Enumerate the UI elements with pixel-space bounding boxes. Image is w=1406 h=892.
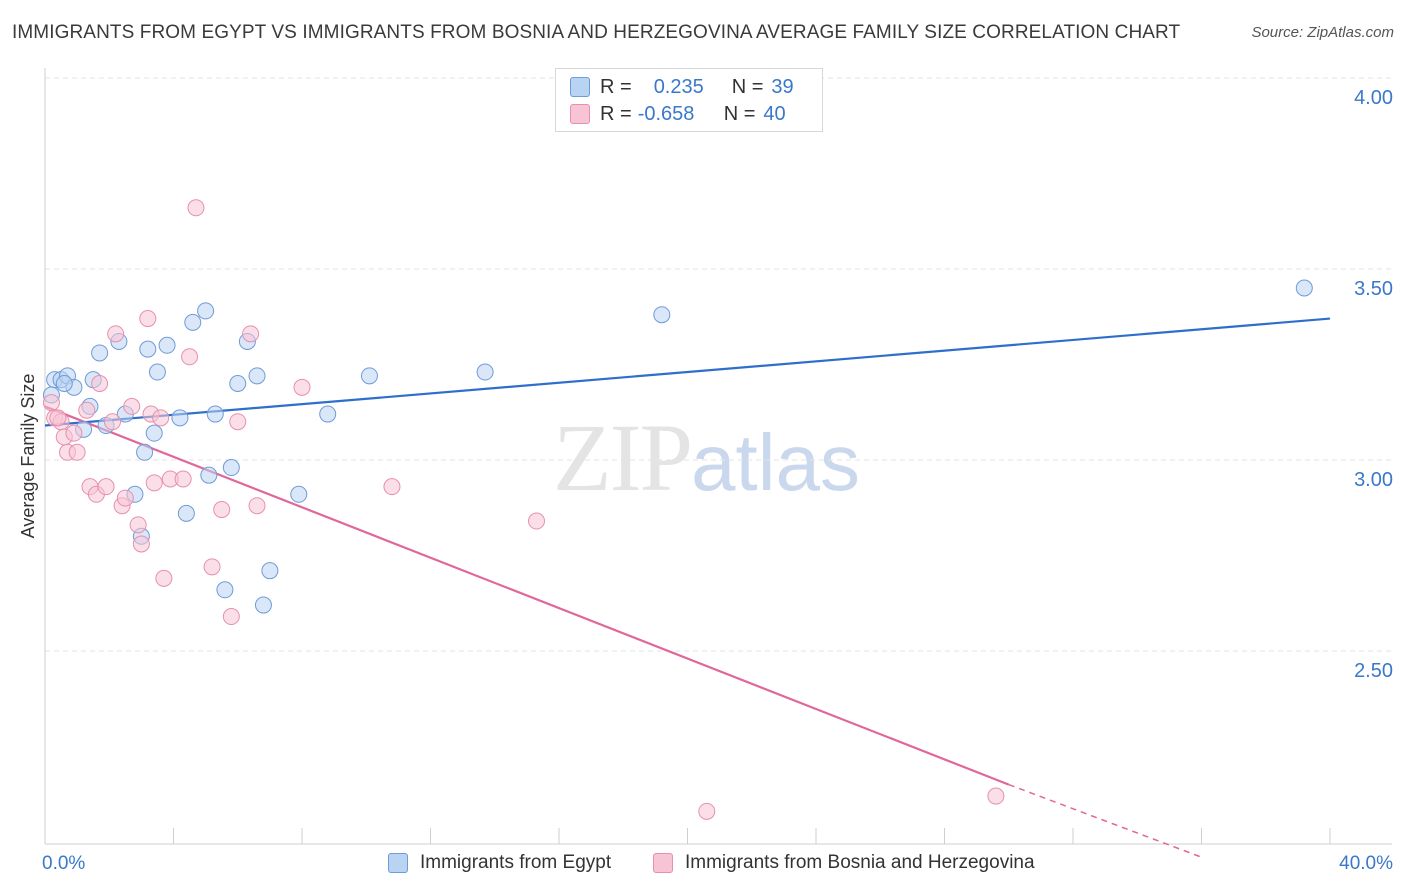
- bosnia-point: [383, 478, 401, 496]
- gridlines: [45, 77, 1392, 652]
- legend-n-label: N =: [723, 102, 756, 125]
- egypt-point: [200, 466, 218, 484]
- bosnia-trend-extension: [1008, 783, 1202, 858]
- data-points: [42, 199, 1313, 820]
- legend-r-label: R =: [600, 75, 632, 98]
- egypt-legend-swatch: [388, 853, 408, 873]
- bosnia-point: [242, 325, 260, 343]
- bosnia-point: [139, 310, 157, 328]
- bottom-legend-bosnia: Immigrants from Bosnia and Herzegovina: [653, 852, 1035, 874]
- axes: [44, 68, 1392, 845]
- bosnia-point: [181, 348, 199, 366]
- egypt-point: [55, 375, 73, 392]
- egypt-legend-label: Immigrants from Egypt: [420, 852, 612, 873]
- x-tick-label: 40.0%: [1339, 853, 1393, 874]
- bosnia-trend-line: [44, 405, 1010, 786]
- bosnia-point: [116, 489, 134, 507]
- bosnia-point: [103, 413, 121, 431]
- bosnia-point: [49, 409, 67, 427]
- egypt-point: [216, 581, 234, 599]
- chart-title: IMMIGRANTS FROM EGYPT VS IMMIGRANTS FROM…: [12, 22, 1181, 43]
- bosnia-point: [203, 558, 221, 576]
- axis-labels: 2.50 3.00 3.50 4.00 0.0% 40.0% Average Family …: [18, 87, 1393, 874]
- egypt-point: [360, 367, 378, 385]
- source-label: Source: ZipAtlas.com: [1251, 24, 1394, 41]
- bosnia-point: [174, 470, 192, 488]
- egypt-point: [229, 375, 247, 392]
- bosnia-point: [132, 535, 150, 553]
- egypt-point: [184, 313, 202, 331]
- legend-r-value: -0.658: [637, 102, 695, 125]
- egypt-point: [158, 336, 176, 354]
- bosnia-point: [987, 787, 1005, 805]
- egypt-point: [222, 459, 240, 477]
- bosnia-point: [155, 569, 173, 587]
- bosnia-point: [293, 378, 311, 396]
- bottom-legend-egypt: Immigrants from Egypt: [388, 852, 611, 874]
- legend-n-value: 40: [763, 102, 786, 125]
- bosnia-point: [698, 802, 716, 820]
- egypt-point: [290, 485, 308, 503]
- watermark-zip: ZIP: [553, 404, 693, 511]
- egypt-point: [171, 409, 189, 427]
- legend-n-value: 39: [771, 75, 794, 98]
- trend-lines: [44, 317, 1331, 858]
- bosnia-point: [145, 474, 163, 492]
- correlation-legend: R = 0.235 N = 39 R = -0.658 N = 40: [555, 68, 823, 132]
- x-tick-label: 0.0%: [42, 853, 85, 874]
- legend-row-bosnia: R = -0.658 N = 40: [570, 102, 786, 126]
- y-tick-label: 3.00: [1354, 469, 1393, 491]
- egypt-point: [476, 363, 494, 381]
- egypt-point: [197, 302, 215, 320]
- bosnia-legend-label: Immigrants from Bosnia and Herzegovina: [685, 852, 1035, 873]
- bosnia-point: [107, 325, 125, 343]
- bosnia-point: [213, 501, 231, 519]
- legend-r-value: 0.235: [653, 75, 704, 98]
- egypt-point: [148, 363, 166, 381]
- bosnia-point: [229, 413, 247, 431]
- bosnia-point: [152, 409, 170, 427]
- egypt-point: [319, 405, 337, 423]
- y-axis-label: Average Family Size: [18, 374, 38, 539]
- legend-n-label: N =: [731, 75, 764, 98]
- bosnia-point: [97, 478, 115, 496]
- egypt-point: [1295, 279, 1313, 297]
- bosnia-point: [68, 443, 86, 461]
- egypt-point: [261, 562, 279, 580]
- egypt-point: [91, 344, 109, 362]
- y-tick-label: 2.50: [1354, 660, 1393, 682]
- bosnia-point: [248, 497, 266, 515]
- watermark: ZIPatlas: [553, 402, 860, 513]
- egypt-trend-line: [44, 317, 1331, 427]
- bosnia-point: [528, 512, 546, 530]
- egypt-point: [248, 367, 266, 385]
- egypt-point: [254, 596, 272, 614]
- egypt-point: [653, 306, 671, 324]
- egypt-swatch: [570, 77, 590, 97]
- bosnia-legend-swatch: [653, 853, 673, 873]
- y-tick-label: 4.00: [1354, 87, 1393, 109]
- legend-row-egypt: R = 0.235 N = 39: [570, 75, 794, 99]
- bosnia-point: [42, 394, 60, 412]
- egypt-point: [177, 504, 195, 522]
- bosnia-point: [222, 608, 240, 626]
- bosnia-point: [123, 397, 141, 415]
- bosnia-point: [65, 424, 83, 442]
- bosnia-point: [91, 375, 109, 392]
- bosnia-point: [187, 199, 205, 217]
- legend-r-label: R =: [600, 102, 632, 125]
- y-tick-label: 3.50: [1354, 278, 1393, 300]
- egypt-point: [145, 424, 163, 442]
- watermark-atlas: atlas: [691, 418, 860, 507]
- bosnia-point: [129, 516, 147, 534]
- bosnia-point: [78, 401, 96, 419]
- bosnia-swatch: [570, 104, 590, 124]
- egypt-point: [136, 443, 154, 461]
- egypt-point: [139, 340, 157, 358]
- egypt-point: [206, 405, 224, 423]
